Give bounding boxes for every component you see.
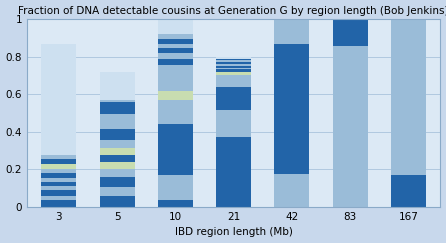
Bar [100, 169, 135, 177]
Bar [41, 159, 76, 164]
Bar [216, 72, 251, 75]
Bar [41, 196, 76, 200]
Bar [216, 61, 251, 62]
Bar [158, 200, 193, 207]
Bar [158, 100, 193, 124]
Bar [100, 100, 135, 102]
Bar [100, 114, 135, 129]
Bar [158, 59, 193, 65]
Bar [216, 138, 251, 207]
Bar [100, 140, 135, 148]
Bar [274, 19, 310, 43]
Bar [100, 102, 135, 114]
Bar [216, 59, 251, 61]
Bar [216, 69, 251, 72]
Bar [216, 110, 251, 138]
Bar [158, 124, 193, 175]
Bar [100, 129, 135, 140]
Bar [216, 57, 251, 59]
Bar [41, 191, 76, 196]
Bar [100, 72, 135, 100]
Bar [158, 91, 193, 100]
Bar [333, 46, 368, 207]
Bar [158, 48, 193, 53]
Bar [391, 19, 426, 175]
Bar [216, 87, 251, 110]
Bar [41, 155, 76, 159]
Bar [216, 66, 251, 68]
Bar [100, 162, 135, 169]
Bar [100, 177, 135, 187]
Bar [216, 75, 251, 87]
Bar [158, 65, 193, 91]
Bar [391, 175, 426, 207]
Bar [41, 164, 76, 169]
Bar [100, 148, 135, 155]
Title: Fraction of DNA detectable cousins at Generation G by region length (Bob Jenkins: Fraction of DNA detectable cousins at Ge… [18, 6, 446, 16]
Bar [41, 169, 76, 173]
Bar [333, 19, 368, 46]
Bar [216, 64, 251, 66]
Bar [158, 19, 193, 34]
Bar [100, 187, 135, 196]
Bar [274, 43, 310, 174]
Bar [41, 43, 76, 155]
Bar [100, 155, 135, 162]
Bar [274, 174, 310, 207]
Bar [158, 34, 193, 39]
Bar [41, 173, 76, 178]
Bar [158, 39, 193, 43]
X-axis label: IBD region length (Mb): IBD region length (Mb) [175, 227, 293, 237]
Bar [41, 186, 76, 191]
Bar [41, 182, 76, 186]
Bar [158, 43, 193, 48]
Bar [41, 178, 76, 182]
Bar [158, 175, 193, 200]
Bar [158, 53, 193, 59]
Bar [216, 62, 251, 64]
Bar [216, 68, 251, 69]
Bar [100, 196, 135, 207]
Bar [41, 200, 76, 207]
